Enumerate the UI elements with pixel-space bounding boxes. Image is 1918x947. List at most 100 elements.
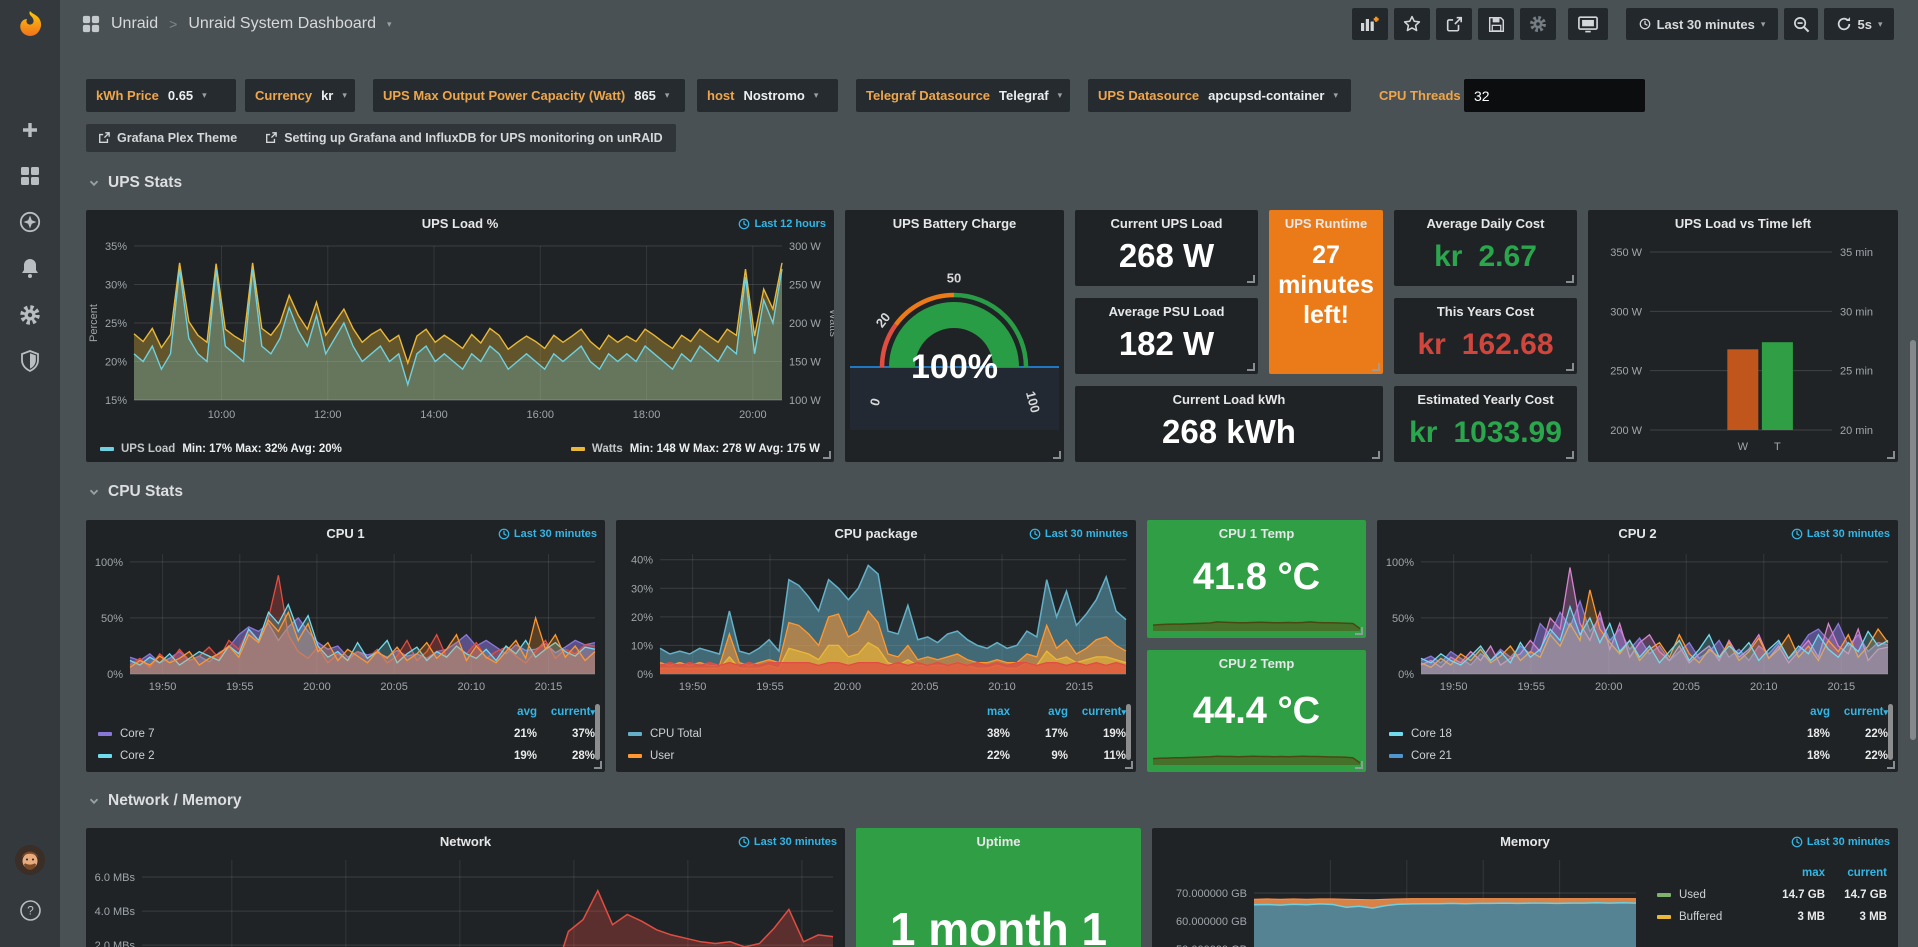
explore-compass-icon[interactable] [0,202,60,242]
variable-host[interactable]: host Nostromo ▾ [697,79,838,112]
memory-chart[interactable]: 70.000000 GB60.000000 GB50.000000 GB [1154,854,1642,947]
panel-time-range[interactable]: Last 12 hours [738,218,826,230]
svg-text:19:50: 19:50 [1440,681,1468,693]
refresh-button[interactable]: 5s ▾ [1824,8,1894,40]
ups-load-chart[interactable]: 10:0012:0014:0016:0018:0020:0015%100 W20… [86,236,834,424]
link-label: Setting up Grafana and InfluxDB for UPS … [284,131,662,145]
legend-col-avg[interactable]: avg [1010,706,1068,718]
legend-series[interactable]: Core 18 [1389,728,1772,740]
panel-time-range[interactable]: Last 30 minutes [1791,836,1890,848]
panel-title[interactable]: CPU 2 Temp [1147,656,1366,671]
panel-title[interactable]: Network [86,834,845,849]
panel-title[interactable]: Current UPS Load [1075,216,1258,231]
cpu-package-chart[interactable]: 19:5019:5520:0020:0520:1020:150%10%20%30… [616,546,1136,696]
panel-title[interactable]: Memory [1152,834,1898,849]
legend-col-avg[interactable]: avg [1772,706,1830,718]
time-range-picker[interactable]: Last 30 minutes ▾ [1626,8,1778,40]
panel-time-range[interactable]: Last 30 minutes [1791,528,1890,540]
legend-item-ups-load[interactable]: UPS Load Min: 17% Max: 32% Avg: 20% [100,443,342,455]
variable-ups-datasource[interactable]: UPS Datasource apcupsd-container ▾ [1088,79,1351,112]
legend-col-current[interactable]: current▾ [1830,706,1888,718]
caret-down-icon: ▾ [1333,91,1338,100]
panel-time-range[interactable]: Last 30 minutes [1029,528,1128,540]
create-plus-icon[interactable] [0,110,60,150]
legend-series[interactable]: Core 2 [98,750,479,762]
legend-col-max[interactable]: max [1763,867,1825,879]
legend-scrollbar[interactable] [1888,704,1893,760]
user-avatar[interactable] [0,840,60,880]
svg-text:T: T [1774,441,1781,453]
svg-text:20 min: 20 min [1840,425,1873,437]
admin-shield-icon[interactable] [0,341,60,381]
panel-time-range[interactable]: Last 30 minutes [498,528,597,540]
panel-title[interactable]: UPS Battery Charge [845,216,1064,231]
legend-series[interactable]: Used [1657,889,1763,901]
breadcrumb-page-title[interactable]: Unraid System Dashboard [188,15,376,33]
page-scrollbar[interactable] [1910,340,1916,740]
panel-title[interactable]: This Years Cost [1394,304,1577,319]
network-chart[interactable]: 6.0 MBs4.0 MBs2.0 MBs [86,854,845,947]
variable-ups-max-power[interactable]: UPS Max Output Power Capacity (Watt) 865… [373,79,685,112]
star-dashboard-button[interactable] [1394,8,1430,40]
cpu1-chart[interactable]: 19:5019:5520:0020:0520:1020:150%50%100% [86,546,605,696]
legend-scrollbar[interactable] [595,704,600,760]
panel-title[interactable]: UPS Load % [86,216,834,231]
panel-title[interactable]: UPS Load vs Time left [1588,216,1898,231]
cpu-threads-input[interactable] [1464,79,1645,112]
legend-col-max[interactable]: max [952,706,1010,718]
kiosk-monitor-button[interactable] [1568,8,1608,40]
legend-col-current[interactable]: current [1825,867,1887,879]
ups-load-vs-time-bar-chart[interactable]: 350 W35 min300 W30 min250 W25 min200 W20… [1588,236,1898,460]
legend-series[interactable]: Core 7 [98,728,479,740]
legend-series[interactable]: User [628,750,952,762]
panel-title[interactable]: CPU 1 Temp [1147,526,1366,541]
breadcrumb-app[interactable]: Unraid [111,15,158,33]
panel-time-range[interactable]: Last 30 minutes [738,836,837,848]
svg-text:250 W: 250 W [789,280,821,292]
apps-grid-icon[interactable] [82,15,100,33]
variable-telegraf-datasource[interactable]: Telegraf Datasource Telegraf ▾ [856,79,1070,112]
svg-text:35 min: 35 min [1840,247,1873,259]
panel-current-ups-load: Current UPS Load 268 W [1075,210,1258,286]
section-network-memory[interactable]: Network / Memory [88,792,242,810]
legend-series[interactable]: Buffered [1657,911,1763,923]
panel-title[interactable]: Estimated Yearly Cost [1394,392,1577,407]
dashboard-link-ups-guide[interactable]: Setting up Grafana and InfluxDB for UPS … [265,131,662,145]
legend-col-current[interactable]: current▾ [537,706,595,718]
cpu2-chart[interactable]: 19:5019:5520:0020:0520:1020:150%50%100% [1377,546,1898,696]
grafana-logo-icon[interactable] [0,6,60,46]
alerting-bell-icon[interactable] [0,248,60,288]
dashboards-icon[interactable] [0,156,60,196]
variable-kwh-price[interactable]: kWh Price 0.65 ▾ [86,79,236,112]
configuration-gear-icon[interactable] [0,295,60,335]
section-cpu-stats[interactable]: CPU Stats [88,483,183,501]
dashboard-link-plex-theme[interactable]: Grafana Plex Theme [98,131,237,145]
legend-col-current[interactable]: current▾ [1068,706,1126,718]
legend-scrollbar[interactable] [1126,704,1131,760]
panel-title[interactable]: Current Load kWh [1075,392,1383,407]
variable-currency[interactable]: Currency kr ▾ [245,79,355,112]
legend-series[interactable]: CPU Total [628,728,952,740]
section-ups-stats[interactable]: UPS Stats [88,174,182,192]
clock-icon [498,528,510,540]
panel-title[interactable]: Uptime [856,834,1141,849]
legend-item-watts[interactable]: Watts Min: 148 W Max: 278 W Avg: 175 W [571,443,820,455]
legend-row: Core 2 19%28% [98,745,595,767]
share-dashboard-button[interactable] [1436,8,1472,40]
svg-text:19:55: 19:55 [756,681,784,693]
legend-series[interactable]: Core 21 [1389,750,1772,762]
save-dashboard-button[interactable] [1478,8,1514,40]
grafana-dashboard: ? Unraid > Unraid System Dashboard ▾ Las… [0,0,1918,947]
panel-title[interactable]: Average PSU Load [1075,304,1258,319]
dashboard-settings-button[interactable] [1520,8,1556,40]
add-panel-button[interactable] [1352,8,1388,40]
panel-title[interactable]: Average Daily Cost [1394,216,1577,231]
variable-value: Nostromo [743,88,804,103]
help-icon[interactable]: ? [0,890,60,930]
battery-gauge[interactable]: 0 20 50 100 100% [845,236,1064,434]
panel-title[interactable]: UPS Runtime [1269,216,1383,231]
legend-col-avg[interactable]: avg [479,706,537,718]
zoom-out-button[interactable] [1784,8,1818,40]
caret-down-icon[interactable]: ▾ [387,20,392,29]
legend-swatch [1389,754,1403,758]
